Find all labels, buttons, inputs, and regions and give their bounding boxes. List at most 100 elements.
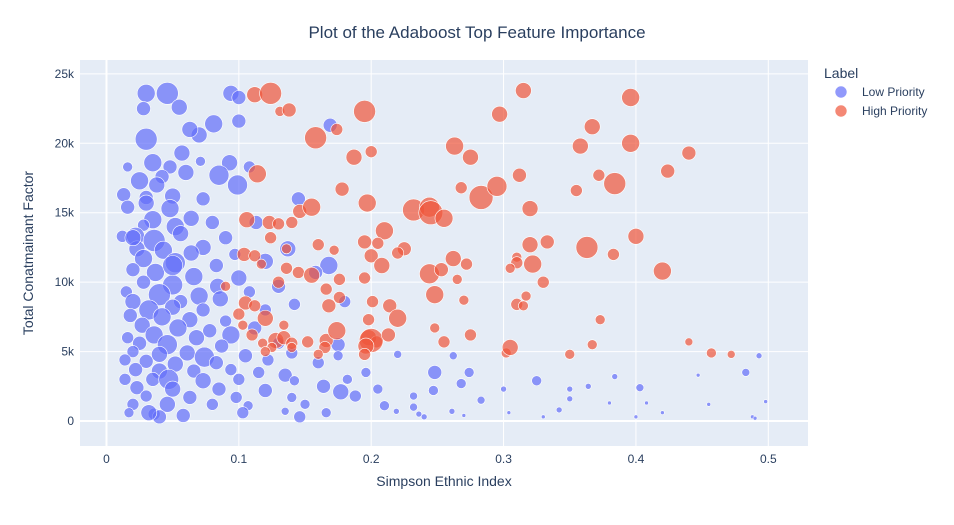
chart-title: Plot of the Adaboost Top Feature Importa… [308,23,645,42]
data-point [162,159,178,175]
data-point [388,308,407,328]
x-tick-label: 0.2 [363,452,380,466]
data-point [272,217,285,231]
axes: 0 0.1 0.2 0.3 0.4 0.5 0 5k 10k 15k 20k 25k [55,67,777,466]
data-point [168,318,188,338]
data-point [248,299,262,313]
data-point [382,298,398,314]
x-tick-label: 0.4 [628,452,645,466]
data-point [145,372,161,387]
data-point [286,392,298,403]
x-tick-label: 0.1 [230,452,247,466]
data-point [229,391,243,404]
data-point [536,275,550,289]
data-point [194,372,212,390]
data-point [319,282,333,296]
data-point [366,295,379,308]
data-point [173,144,191,162]
data-point [486,176,508,197]
data-point [319,256,339,275]
data-point [281,102,297,118]
data-point [332,350,344,362]
data-point [706,347,717,359]
data-point [575,236,599,259]
data-point [289,375,300,387]
x-tick-label: 0.5 [760,452,777,466]
data-point [264,231,277,245]
data-point [121,331,134,344]
data-point [660,410,665,415]
data-point [160,199,180,218]
data-point [371,236,385,250]
data-point [302,197,321,217]
data-point [437,335,451,349]
data-point [763,399,768,404]
data-point [164,380,181,398]
data-point [123,407,135,418]
data-point [572,137,589,155]
data-point [681,145,697,161]
data-point [130,171,149,191]
data-point [214,338,229,354]
data-point [231,113,247,129]
data-point [195,302,211,318]
data-point [252,366,265,379]
data-point [518,300,529,312]
data-point [334,181,350,197]
data-point [139,389,153,403]
data-point [660,163,675,179]
data-point [586,339,598,350]
data-point [393,350,402,359]
data-point [236,406,250,419]
data-point [332,383,350,401]
data-point [427,365,443,380]
data-point [138,354,154,369]
data-point [504,262,516,274]
data-point [221,325,241,345]
data-point [463,367,475,378]
data-point [333,273,346,286]
data-point [454,181,468,195]
data-point [136,274,151,290]
data-point [644,400,649,406]
data-point [126,345,140,358]
y-tick-label: 25k [55,67,75,81]
data-point [227,174,248,196]
legend-label[interactable]: High Priority [862,104,927,118]
x-axis-title: Simpson Ethnic Index [376,473,511,489]
data-point [122,308,138,323]
data-point [555,406,563,414]
x-tick-label: 0.3 [495,452,512,466]
data-point [148,283,171,306]
data-point [415,410,423,418]
data-point [358,271,371,285]
data-point [286,342,298,353]
data-point [259,82,282,105]
x-tick-label: 0 [103,452,110,466]
data-point [122,161,133,173]
data-point [566,385,574,393]
data-point [621,88,640,107]
data-point [375,221,394,241]
data-point [258,383,273,398]
data-point [327,321,347,341]
data-point [304,126,327,150]
data-point [301,335,314,349]
data-point [364,145,378,158]
series-low-priority [116,82,768,425]
data-point [357,193,377,213]
data-point [182,244,200,262]
data-point [230,269,248,287]
legend-label[interactable]: Low Priority [862,85,925,99]
data-point [148,176,166,194]
data-point [312,349,324,360]
data-point [136,84,156,103]
data-point [603,172,627,195]
data-point [189,286,209,306]
data-point [186,363,202,379]
data-point [204,114,223,134]
data-point [245,328,259,342]
data-point [448,407,456,415]
data-point [461,413,467,418]
